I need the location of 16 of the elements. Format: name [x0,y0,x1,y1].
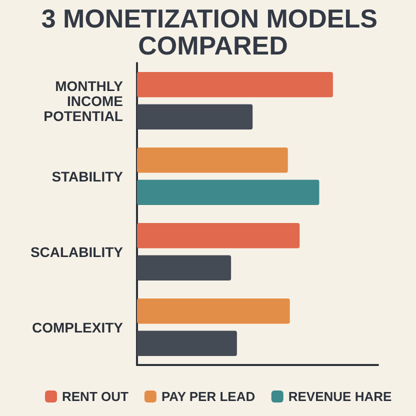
y-tick-label: STABILITY [52,168,124,184]
legend-label: PAY PER LEAD [161,389,256,404]
bar [137,255,232,280]
bar [137,180,320,205]
y-tick-label: MONTHLY INCOME POTENTIAL [44,78,124,124]
y-tick-label: COMPLEXITY [32,319,124,336]
chart-title: 3 MONETIZATION MODELS COMPARED [41,4,385,60]
y-tick-label: SCALABILITY [30,244,124,260]
bar [137,148,288,173]
legend-label: REVENUE HARE [288,389,392,404]
bar [137,298,290,324]
legend-label: RENT OUT [62,389,128,404]
bar [137,72,333,98]
bar [137,104,253,130]
bar [137,223,300,248]
bar [137,330,237,356]
